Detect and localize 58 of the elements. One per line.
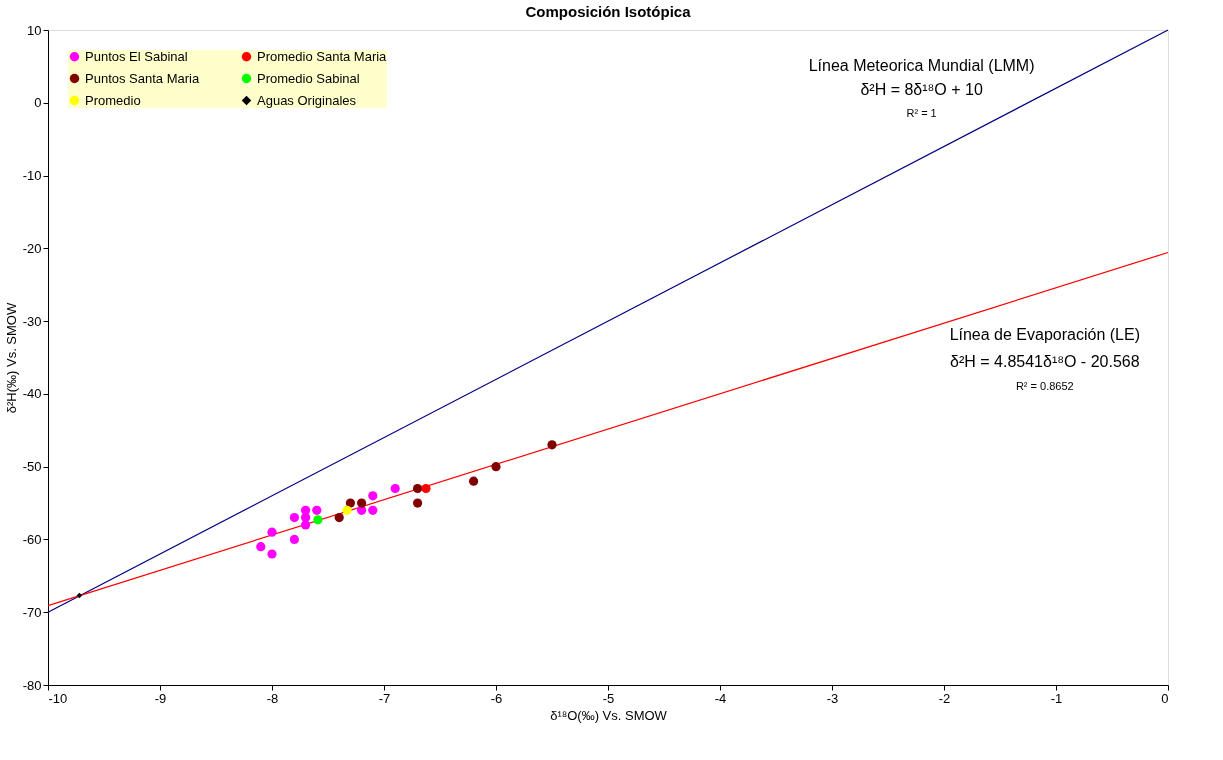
point (313, 515, 323, 525)
point (342, 505, 352, 515)
chart-title: Composición Isotópica (525, 3, 692, 20)
annotation: Línea de Evaporación (LE) (949, 325, 1140, 343)
point (368, 505, 378, 515)
point (356, 505, 367, 515)
legend-label: Aguas Originales (257, 92, 357, 108)
y-tick-label: -30 (22, 313, 42, 329)
x-tick-label: -6 (490, 690, 503, 706)
x-tick-label: -9 (154, 690, 167, 706)
point (468, 476, 479, 486)
y-tick-label: 0 (34, 95, 42, 111)
point (256, 542, 266, 552)
legend-label: Puntos El Sabinal (85, 48, 188, 64)
annotation: δ²H = 4.8541δ¹⁸O - 20.568 (950, 353, 1140, 371)
x-tick-label: 0 (1161, 690, 1169, 706)
y-tick-label: -70 (22, 604, 42, 620)
point (267, 527, 277, 537)
legend-label: Promedio (85, 92, 141, 108)
point (491, 462, 501, 472)
x-tick-label: -4 (714, 690, 727, 706)
point (300, 520, 311, 530)
point (412, 498, 423, 508)
x-axis-title: δ¹⁸O(‰) Vs. SMOW (550, 707, 668, 723)
point (412, 483, 423, 494)
legend-label: Promedio Santa Maria (257, 48, 388, 64)
y-tick-label: -20 (22, 240, 42, 256)
point (390, 483, 400, 494)
y-tick-label: -50 (22, 459, 42, 475)
annotation: R² = 0.8652 (1015, 379, 1074, 392)
annotation: Línea Meteorica Mundial (LMM) (808, 57, 1035, 75)
y-tick-label: -10 (22, 168, 42, 184)
y-tick-label: -80 (22, 677, 42, 693)
point (356, 498, 367, 508)
x-tick-label: -3 (826, 690, 839, 706)
point (345, 498, 356, 508)
point (289, 513, 300, 523)
x-tick-label: -7 (378, 690, 391, 706)
x-tick-label: -2 (938, 690, 951, 706)
y-tick-label: 10 (27, 22, 42, 38)
x-tick-label: -10 (48, 690, 68, 706)
legend-label: Promedio Sabinal (257, 70, 360, 86)
y-axis-title: δ²H(‰) Vs. SMOW (3, 302, 19, 414)
x-tick-label: -1 (1050, 690, 1063, 706)
x-tick-label: -8 (266, 690, 279, 706)
point (547, 440, 557, 450)
point (368, 491, 378, 501)
point (289, 534, 300, 545)
annotation: R² = 1 (906, 106, 937, 119)
y-tick-label: -40 (22, 386, 42, 402)
legend-label: Puntos Santa Maria (85, 70, 200, 86)
y-tick-label: -60 (22, 531, 42, 547)
point (334, 513, 344, 523)
point (312, 505, 322, 515)
annotation: δ²H = 8δ¹⁸O + 10 (860, 81, 983, 99)
point (267, 549, 277, 559)
point (421, 483, 431, 494)
x-tick-label: -5 (602, 690, 615, 706)
